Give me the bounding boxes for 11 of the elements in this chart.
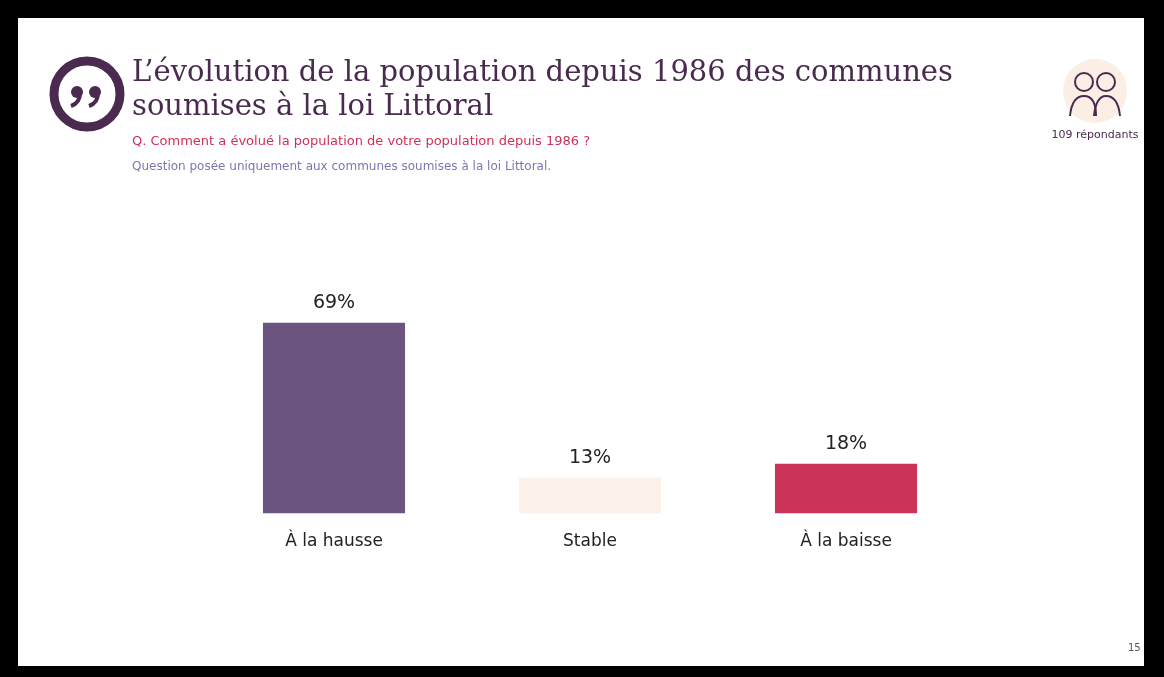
x-tick-label: À la hausse — [285, 529, 383, 551]
data-label: 13% — [568, 445, 612, 468]
chart-subtitle: Q. Comment a évolué la population de votre population depuis 1986 ? — [132, 133, 591, 148]
data-label: 18% — [824, 431, 868, 454]
x-tick-label: À la baisse — [800, 529, 892, 551]
chart-title: L’évolution de la population depuis 1986 des communes soumises à la loi Littoral — [132, 54, 954, 122]
text: Question posée uniquement aux communes soumises à la loi Littoral. — [132, 159, 552, 173]
text: 109 répondants — [1050, 128, 1140, 142]
data-label: 69% — [312, 290, 356, 313]
x-tick-label: Stable — [563, 530, 617, 551]
text: 15 — [1128, 642, 1141, 653]
